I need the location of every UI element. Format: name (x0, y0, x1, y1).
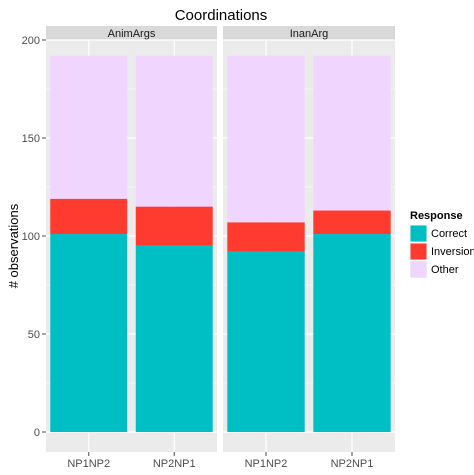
x-tick-label: NP1NP2 (67, 458, 110, 470)
legend-item-inversion: Inversion (410, 243, 474, 260)
bar-inversion-np2np1 (313, 210, 391, 235)
legend-label: Correct (431, 228, 467, 240)
bar-other-np2np1 (135, 55, 213, 207)
facet-strip-label: AnimArgs (108, 28, 156, 40)
facet-strip (223, 26, 395, 40)
y-tick-label: 50 (28, 329, 40, 341)
x-tick-label: NP2NP1 (331, 458, 374, 470)
bar-inversion-np1np2 (227, 222, 305, 252)
legend-swatch (410, 243, 427, 260)
legend: Response Correct Inversion Other (410, 210, 474, 278)
legend-swatch (410, 225, 427, 242)
chart-title: Coordinations (175, 7, 268, 24)
bar-other-np1np2 (227, 55, 305, 223)
y-axis: 0 50 100 150 200 (22, 35, 46, 439)
y-tick-label: 200 (22, 35, 40, 47)
bar-other-np2np1 (313, 55, 391, 211)
legend-item-other: Other (410, 261, 459, 278)
facet-strip (46, 26, 217, 40)
legend-label: Other (431, 264, 459, 276)
bar-inversion-np2np1 (135, 206, 213, 246)
facet-panel-inanarg: InanArg NP1NP2 NP2NP1 (223, 26, 395, 470)
bar-correct-np2np1 (313, 234, 391, 432)
bar-other-np1np2 (50, 55, 128, 199)
legend-label: Inversion (431, 246, 474, 258)
x-tick-label: NP1NP2 (245, 458, 288, 470)
facet-panel-animargs: AnimArgs NP1NP2 NP2NP1 (46, 26, 217, 470)
y-tick-label: 150 (22, 133, 40, 145)
y-tick-label: 100 (22, 231, 40, 243)
x-tick-label: NP2NP1 (153, 458, 196, 470)
bar-correct-np2np1 (135, 245, 213, 432)
bar-inversion-np1np2 (50, 198, 128, 235)
bar-correct-np1np2 (50, 234, 128, 432)
y-tick-label: 0 (34, 427, 40, 439)
legend-swatch (410, 261, 427, 278)
facet-panels: AnimArgs NP1NP2 NP2NP1 InanArg NP1NP2 NP2NP1 0… (22, 26, 395, 470)
bar-correct-np1np2 (227, 251, 305, 432)
facet-strip-label: InanArg (290, 28, 329, 40)
legend-item-correct: Correct (410, 225, 467, 242)
y-axis-label: # observations (6, 203, 21, 288)
legend-title: Response (410, 210, 463, 222)
